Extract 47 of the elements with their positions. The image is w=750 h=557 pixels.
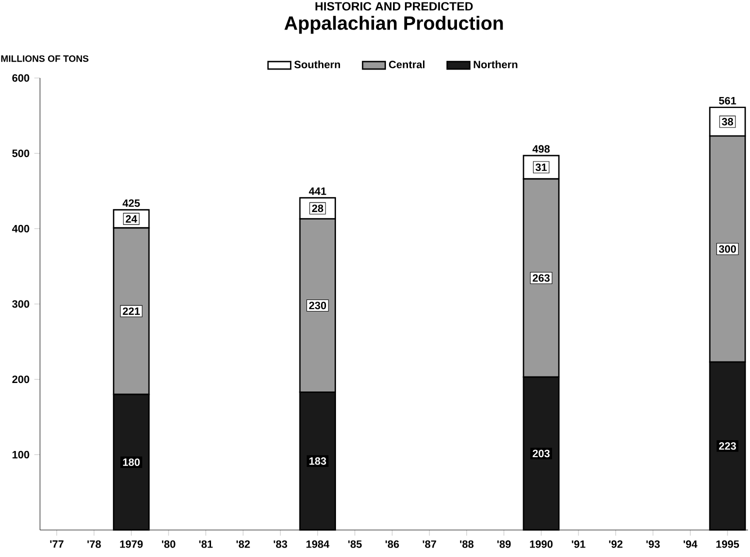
data-label: 180 bbox=[123, 458, 140, 466]
data-label: 223 bbox=[719, 442, 736, 450]
chart-title: Appalachian Production bbox=[284, 16, 503, 34]
x-tick-label: '91 bbox=[572, 540, 586, 548]
y-tick-label: 100 bbox=[12, 450, 30, 458]
x-tick-label: '82 bbox=[236, 540, 250, 548]
y-tick-label: 400 bbox=[12, 224, 30, 232]
x-tick-label: '81 bbox=[199, 540, 213, 548]
data-label: 24 bbox=[126, 215, 138, 223]
x-tick-label: '85 bbox=[348, 540, 362, 548]
y-tick-label: 600 bbox=[12, 74, 30, 82]
total-label: 441 bbox=[308, 188, 326, 195]
data-label: 230 bbox=[309, 302, 326, 310]
data-label: 28 bbox=[312, 204, 324, 212]
x-tick-label: 1995 bbox=[716, 540, 740, 548]
data-label: 203 bbox=[532, 450, 550, 458]
x-tick-label: '86 bbox=[386, 540, 399, 548]
x-tick-label: '88 bbox=[460, 540, 474, 548]
x-tick-label: 1990 bbox=[530, 540, 553, 548]
x-tick-label: '92 bbox=[609, 540, 622, 548]
data-label: 38 bbox=[722, 118, 734, 126]
total-label: 561 bbox=[718, 96, 736, 104]
chart-subtitle: HISTORIC AND PREDICTED bbox=[316, 2, 473, 11]
x-tick-label: '78 bbox=[87, 540, 101, 548]
data-label: 263 bbox=[532, 274, 550, 282]
y-axis-title: MILLIONS OF TONS bbox=[1, 55, 88, 62]
x-tick-label: '87 bbox=[422, 540, 436, 548]
data-label: 221 bbox=[122, 307, 140, 315]
x-tick-label: '80 bbox=[162, 540, 176, 548]
x-tick-label: 1979 bbox=[120, 540, 143, 548]
data-label: 300 bbox=[718, 245, 736, 253]
y-tick-label: 500 bbox=[12, 150, 30, 158]
x-tick-label: '89 bbox=[497, 540, 511, 548]
x-tick-label: 1984 bbox=[306, 540, 330, 548]
x-tick-label: '93 bbox=[646, 540, 660, 548]
x-tick-label: '83 bbox=[274, 540, 288, 548]
legend-label: Northern bbox=[474, 60, 518, 68]
legend-label: Central bbox=[389, 60, 424, 68]
data-label: 31 bbox=[536, 164, 547, 172]
x-tick-label: '94 bbox=[684, 540, 698, 548]
total-label: 498 bbox=[532, 145, 550, 153]
x-tick-label: '77 bbox=[50, 540, 64, 548]
y-tick-label: 300 bbox=[12, 300, 30, 308]
legend-label: Southern bbox=[294, 60, 340, 68]
data-label: 183 bbox=[309, 457, 326, 465]
total-label: 425 bbox=[122, 199, 140, 207]
y-tick-label: 200 bbox=[12, 376, 30, 384]
